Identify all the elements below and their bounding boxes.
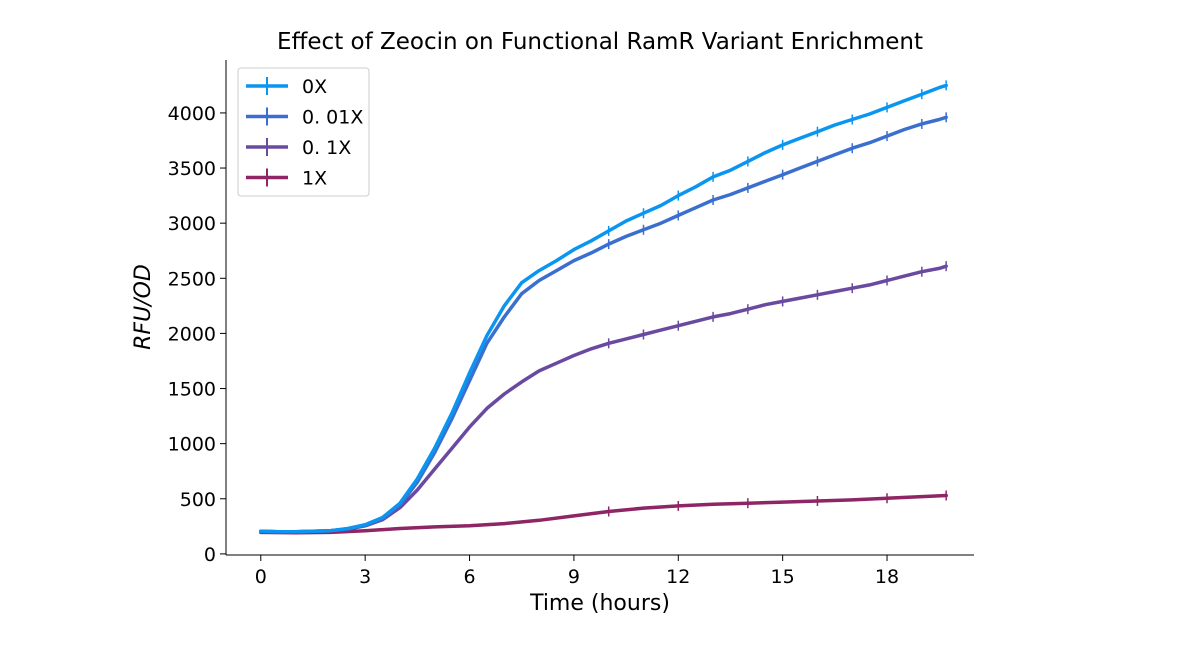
y-tick-label: 500 [180, 489, 216, 511]
y-tick-label: 1500 [168, 379, 216, 401]
y-tick-label: 4000 [168, 103, 216, 125]
x-tick-label: 12 [666, 566, 690, 588]
x-axis-label: Time (hours) [529, 591, 670, 616]
x-tick-label: 3 [359, 566, 371, 588]
y-tick-label: 1000 [168, 434, 216, 456]
y-tick-label: 3500 [168, 158, 216, 180]
legend-label: 0. 01X [302, 107, 363, 129]
y-axis-label: RFU/OD [131, 264, 156, 350]
x-tick-label: 9 [568, 566, 580, 588]
x-tick-label: 6 [463, 566, 475, 588]
series-line-0-1x [259, 264, 948, 534]
plot-area: 0 3 6 9 12 15 18 0 500 1000 1500 2000 2500 3000 3500 40… [168, 60, 974, 588]
legend-label: 0X [302, 76, 327, 98]
legend-label: 0. 1X [302, 137, 351, 159]
y-tick-label: 0 [204, 544, 216, 566]
legend-frame [237, 67, 370, 197]
legend: 0X 0. 01X 0. 1X 1X [237, 67, 370, 197]
x-tick-label: 15 [771, 566, 795, 588]
chart-title: Effect of Zeocin on Functional RamR Vari… [277, 29, 923, 55]
y-tick-label: 2000 [168, 323, 216, 345]
x-tick-label: 18 [875, 566, 899, 588]
legend-label: 1X [302, 168, 327, 190]
y-tick-label: 2500 [168, 268, 216, 290]
y-tick-label: 3000 [168, 213, 216, 235]
x-tick-label: 0 [255, 566, 267, 588]
